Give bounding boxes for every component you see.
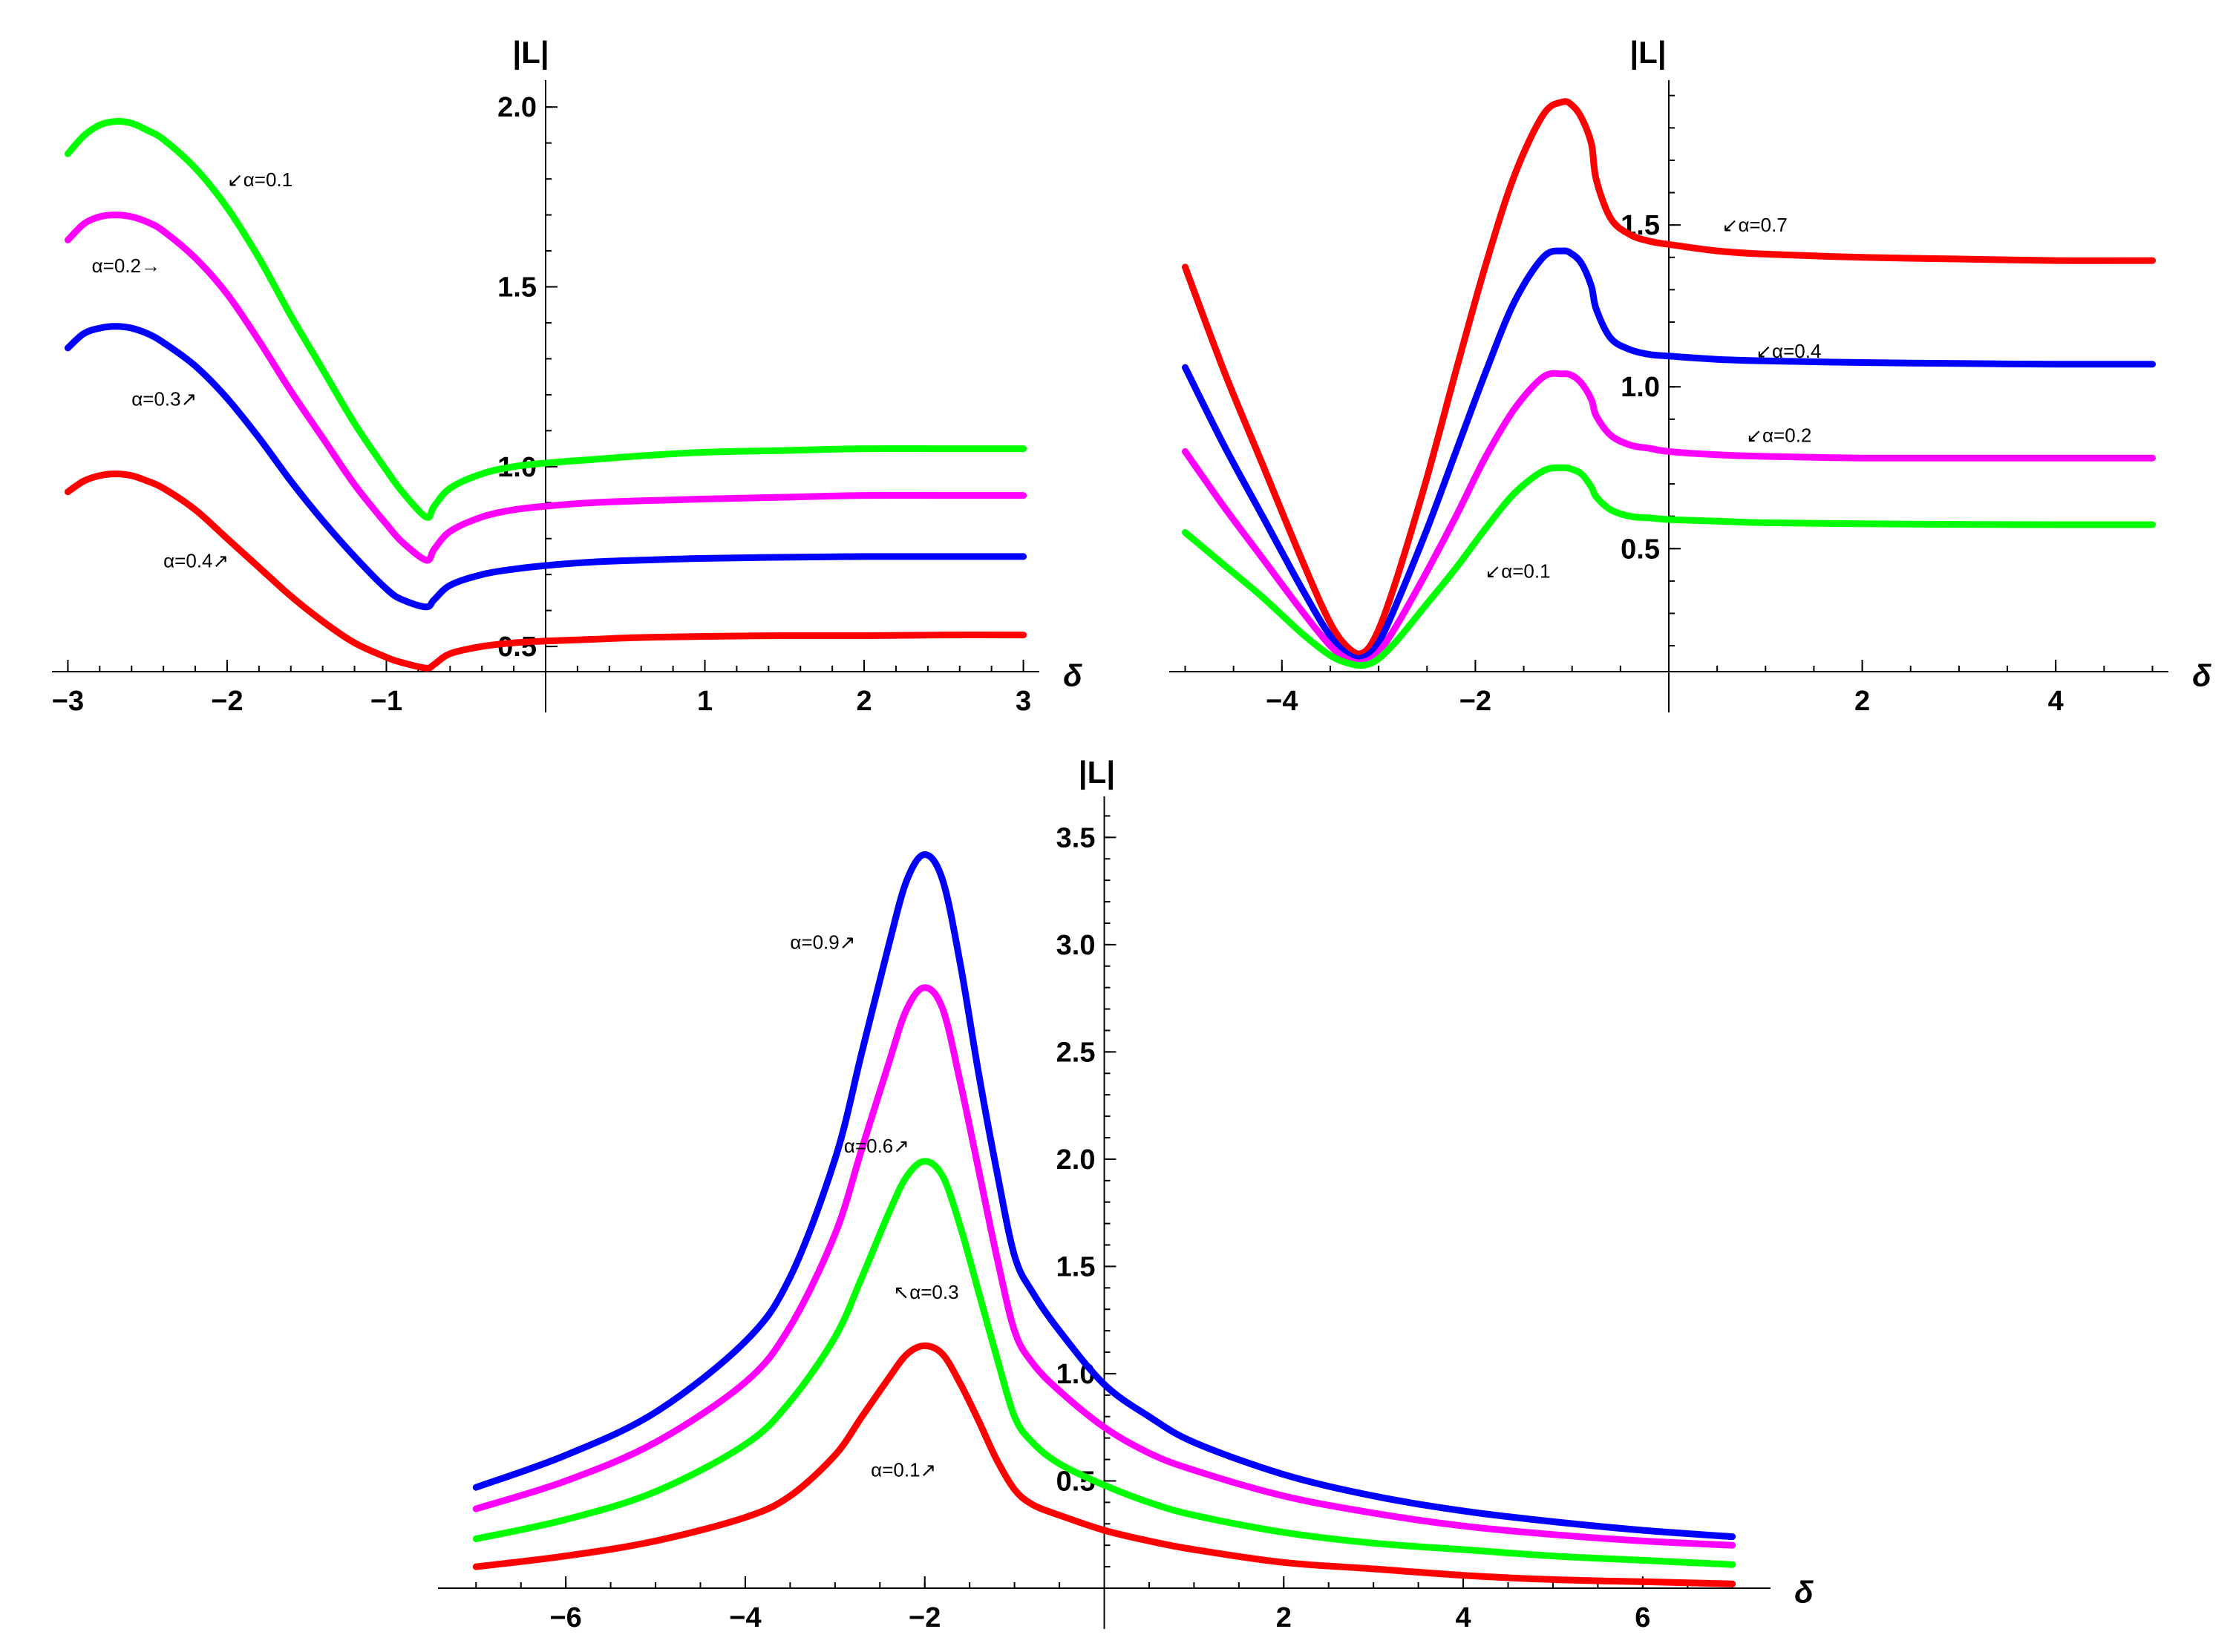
series-annotation: α=0.3↗ bbox=[131, 387, 197, 410]
y-tick-label: 1.5 bbox=[1056, 1251, 1096, 1282]
series-annotation: ↖α=0.3 bbox=[893, 1281, 958, 1303]
x-tick-label: −1 bbox=[370, 686, 402, 717]
series-annotation: ↙α=0.7 bbox=[1722, 214, 1788, 236]
y-tick-label: 2.0 bbox=[1056, 1144, 1096, 1176]
x-tick-label: 1 bbox=[697, 686, 713, 717]
panel-top-right: −4 −2 2 40.51.01.5δ|L|↙α=0.7↙α=0.4↙α=0.2↙α=… bbox=[1169, 35, 2211, 717]
series-line bbox=[64, 118, 1027, 521]
y-tick-label: 0.5 bbox=[1621, 534, 1660, 565]
panel-top-left: −3 −2 −1 1 2 30.51.01.52.0δ|L|↙α=0.1α=0.2→α=0… bbox=[52, 35, 1082, 717]
series-line bbox=[472, 851, 1736, 1541]
y-tick-label: 0.5 bbox=[497, 632, 537, 663]
x-tick-label: −6 bbox=[549, 1602, 581, 1633]
y-tick-label: 3.5 bbox=[1056, 822, 1096, 853]
x-axis-label: δ bbox=[2192, 658, 2211, 693]
series-annotation: α=0.6↗ bbox=[844, 1135, 909, 1157]
series-annotation: α=0.4↗ bbox=[163, 549, 229, 571]
series-annotation: ↙α=0.1 bbox=[1485, 560, 1550, 583]
y-tick-label: 2.0 bbox=[497, 92, 537, 123]
series-line bbox=[64, 212, 1027, 564]
series-line bbox=[472, 984, 1736, 1549]
x-tick-label: −3 bbox=[52, 686, 84, 717]
x-axis-label: δ bbox=[1063, 658, 1082, 693]
x-axis-label: δ bbox=[1794, 1575, 1814, 1610]
y-tick-label: 2.5 bbox=[1056, 1037, 1096, 1068]
x-tick-label: 4 bbox=[2048, 686, 2064, 717]
x-tick-label: −4 bbox=[1266, 686, 1298, 717]
series-annotation: α=0.9↗ bbox=[790, 931, 855, 954]
series-line bbox=[472, 1342, 1736, 1587]
x-tick-label: 6 bbox=[1635, 1602, 1650, 1633]
series-line bbox=[1182, 370, 2156, 666]
x-tick-label: −2 bbox=[211, 686, 243, 717]
series-annotation: ↙α=0.4 bbox=[1756, 340, 1821, 362]
y-tick-label: 1.5 bbox=[497, 272, 537, 304]
x-tick-label: 2 bbox=[856, 686, 872, 717]
y-axis-label: |L| bbox=[1079, 755, 1115, 790]
x-tick-label: 2 bbox=[1276, 1602, 1292, 1633]
series-line bbox=[472, 1158, 1736, 1568]
panel-bottom: −6 −4 −2 2 4 60.51.01.52.02.53.03.5δ|L|α=0.9↗… bbox=[438, 755, 1814, 1633]
y-tick-label: 3.0 bbox=[1056, 930, 1096, 961]
series-line bbox=[1182, 247, 2156, 662]
series-annotation: ↙α=0.1 bbox=[227, 168, 292, 191]
x-tick-label: −4 bbox=[729, 1602, 761, 1633]
series-line bbox=[1182, 464, 2156, 669]
series-annotation: α=0.2→ bbox=[92, 255, 160, 277]
x-tick-label: −2 bbox=[1459, 686, 1491, 717]
x-tick-label: −2 bbox=[909, 1602, 941, 1633]
y-axis-label: |L| bbox=[1629, 35, 1666, 71]
series-line bbox=[64, 471, 1027, 672]
x-tick-label: 2 bbox=[1854, 686, 1870, 717]
series-annotation: α=0.1↗ bbox=[871, 1459, 936, 1481]
series-line bbox=[64, 323, 1027, 611]
x-tick-label: 3 bbox=[1016, 686, 1031, 717]
y-tick-label: 1.0 bbox=[1621, 372, 1660, 403]
series-annotation: ↙α=0.2 bbox=[1746, 424, 1811, 446]
x-tick-label: 4 bbox=[1455, 1602, 1471, 1633]
y-axis-label: |L| bbox=[512, 35, 549, 71]
series-line bbox=[1182, 98, 2156, 658]
